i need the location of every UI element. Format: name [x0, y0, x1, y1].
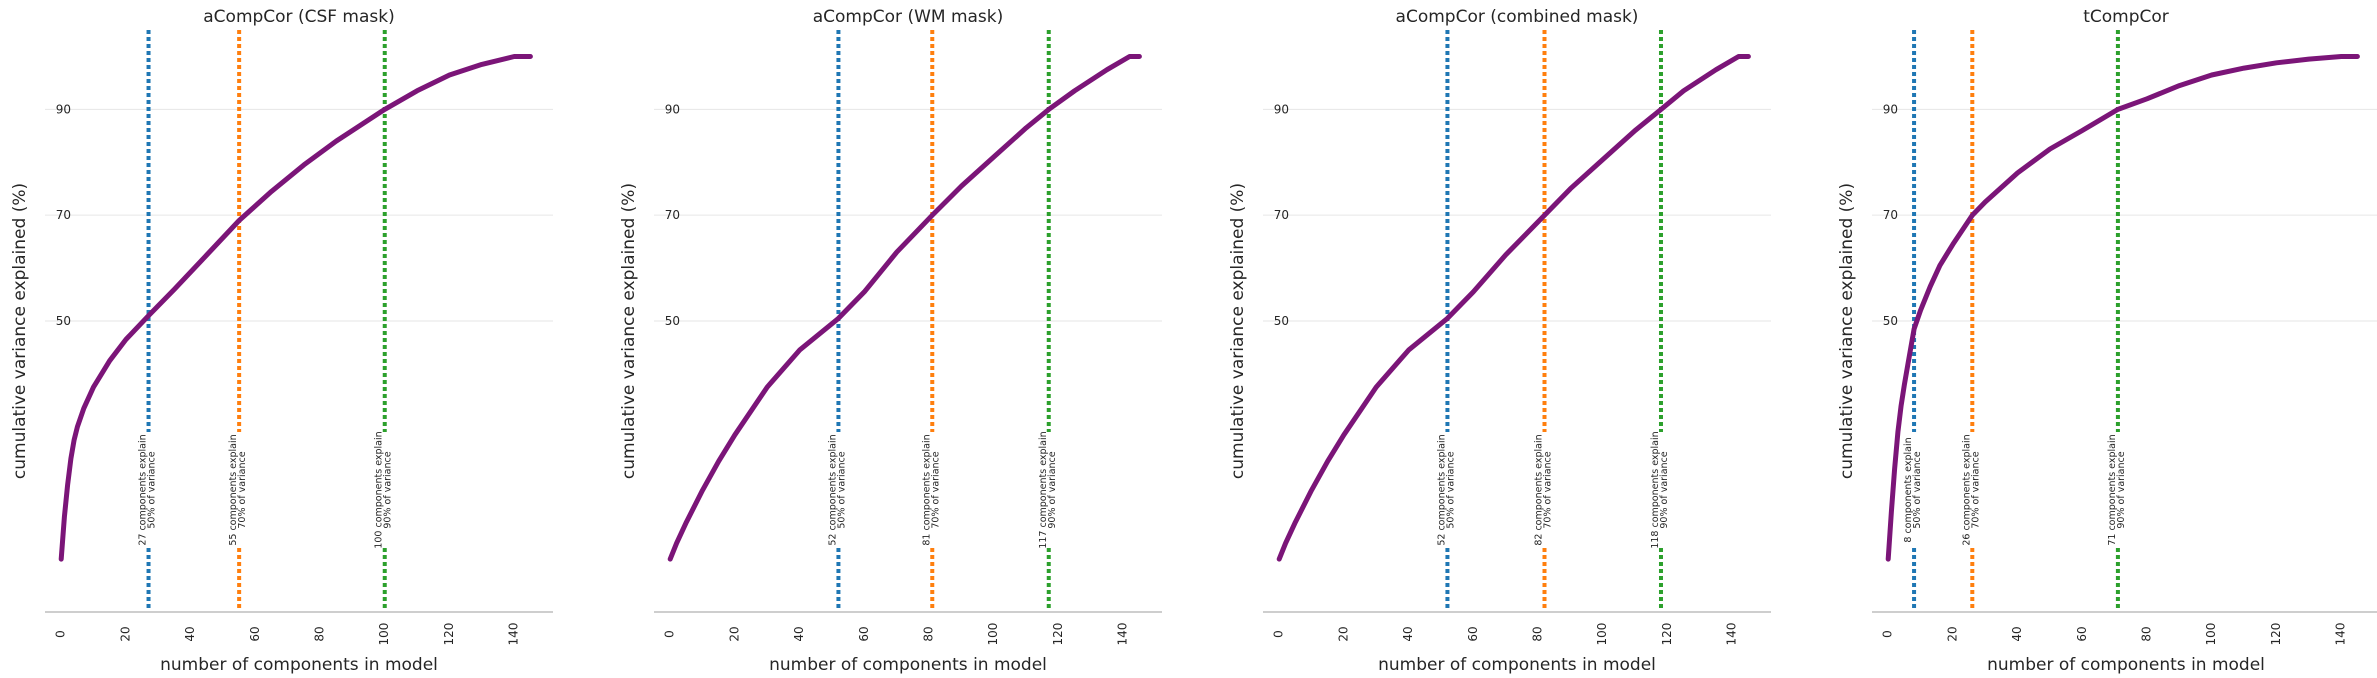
x-axis-label: number of components in model — [160, 655, 438, 675]
y-tick-label: 70 — [56, 208, 71, 222]
x-tick-label: 60 — [857, 626, 871, 641]
threshold-label: 90% of variance — [2116, 451, 2127, 528]
x-tick-label: 80 — [1531, 626, 1545, 641]
y-axis-label: cumulative variance explained (%) — [1228, 183, 1248, 479]
x-tick-label: 120 — [1051, 623, 1065, 646]
x-tick-label: 100 — [986, 623, 1000, 646]
variance-curve — [667, 54, 1142, 562]
y-tick-label: 70 — [1883, 208, 1898, 222]
x-tick-label: 60 — [1466, 626, 1480, 641]
threshold-label: 81 components explain — [921, 434, 932, 545]
y-tick-label: 70 — [665, 208, 680, 222]
x-tick-label: 100 — [377, 623, 391, 646]
threshold-label: 70% of variance — [1543, 451, 1554, 528]
variance-curve — [58, 54, 533, 562]
x-tick-label: 0 — [1272, 630, 1286, 638]
threshold-label: 90% of variance — [1659, 451, 1670, 528]
threshold-label: 70% of variance — [930, 451, 941, 528]
x-tick-label: 20 — [1945, 626, 1959, 641]
x-tick-label: 120 — [442, 623, 456, 646]
threshold-label: 118 components explain — [1650, 431, 1661, 548]
threshold-label: 50% of variance — [1445, 451, 1456, 528]
threshold-label: 71 components explain — [2107, 434, 2118, 545]
y-tick-label: 70 — [1274, 208, 1289, 222]
threshold-label: 52 components explain — [1436, 434, 1447, 545]
threshold-label: 70% of variance — [237, 451, 248, 528]
chart-title: aCompCor (WM mask) — [813, 7, 1004, 27]
y-axis-label: cumulative variance explained (%) — [1837, 183, 1857, 479]
chart-title: aCompCor (combined mask) — [1396, 7, 1639, 27]
x-tick-label: 40 — [1401, 626, 1415, 641]
x-tick-label: 20 — [118, 626, 132, 641]
threshold-label: 26 components explain — [1961, 434, 1972, 545]
x-tick-label: 80 — [2140, 626, 2154, 641]
y-tick-label: 50 — [1274, 314, 1289, 328]
threshold-label: 27 components explain — [138, 434, 149, 545]
y-tick-label: 50 — [1883, 314, 1898, 328]
x-tick-label: 140 — [1116, 623, 1130, 646]
y-axis-label: cumulative variance explained (%) — [10, 183, 30, 479]
x-tick-label: 0 — [663, 630, 677, 638]
threshold-label: 55 components explain — [228, 434, 239, 545]
threshold-label: 50% of variance — [836, 451, 847, 528]
x-tick-label: 80 — [922, 626, 936, 641]
x-tick-label: 140 — [1725, 623, 1739, 646]
x-axis-label: number of components in model — [1378, 655, 1656, 675]
threshold-label: 100 components explain — [374, 431, 385, 548]
threshold-label: 70% of variance — [1970, 451, 1981, 528]
threshold-label: 117 components explain — [1038, 431, 1049, 548]
x-tick-label: 100 — [1595, 623, 1609, 646]
x-tick-label: 60 — [248, 626, 262, 641]
x-tick-label: 100 — [2204, 623, 2218, 646]
x-tick-label: 40 — [2010, 626, 2024, 641]
variance-curve — [1276, 54, 1751, 562]
y-tick-label: 90 — [56, 102, 71, 116]
x-tick-label: 60 — [2075, 626, 2089, 641]
threshold-label: 82 components explain — [1534, 434, 1545, 545]
chart-panel-2: aCompCor (WM mask) 50 70 90 0 20 40 60 80 100 120 1… — [619, 7, 1162, 675]
variance-curve — [1885, 54, 2360, 562]
x-tick-label: 120 — [1660, 623, 1674, 646]
threshold-label: 90% of variance — [1047, 451, 1058, 528]
x-tick-label: 80 — [313, 626, 327, 641]
threshold-label: 52 components explain — [827, 434, 838, 545]
threshold-label: 8 components explain — [1903, 437, 1914, 542]
threshold-label: 90% of variance — [383, 451, 394, 528]
threshold-label: 50% of variance — [1912, 451, 1923, 528]
chart-title: aCompCor (CSF mask) — [203, 7, 395, 27]
y-tick-label: 50 — [665, 314, 680, 328]
x-tick-label: 40 — [183, 626, 197, 641]
threshold-label: 50% of variance — [147, 451, 158, 528]
y-tick-label: 90 — [1274, 102, 1289, 116]
x-tick-label: 140 — [507, 623, 521, 646]
x-axis-label: number of components in model — [769, 655, 1047, 675]
chart-title: tCompCor — [2083, 7, 2169, 27]
x-tick-label: 0 — [54, 630, 68, 638]
chart-panel-3: aCompCor (combined mask) 50 70 90 0 20 40 60 80 1… — [1228, 7, 1771, 675]
x-tick-label: 120 — [2269, 623, 2283, 646]
x-tick-label: 20 — [727, 626, 741, 641]
x-tick-label: 140 — [2334, 623, 2348, 646]
x-tick-label: 20 — [1336, 626, 1350, 641]
y-axis-label: cumulative variance explained (%) — [619, 183, 639, 479]
chart-panel-4: tCompCor 50 70 90 0 20 40 60 80 100 120 140 number o… — [1837, 7, 2377, 675]
y-tick-label: 50 — [56, 314, 71, 328]
x-tick-label: 40 — [792, 626, 806, 641]
chart-panel-1: aCompCor (CSF mask) 50 70 90 0 20 40 60 80 100 120… — [10, 7, 553, 675]
y-tick-label: 90 — [1883, 102, 1898, 116]
x-tick-label: 0 — [1881, 630, 1895, 638]
x-axis-label: number of components in model — [1987, 655, 2265, 675]
y-tick-label: 90 — [665, 102, 680, 116]
